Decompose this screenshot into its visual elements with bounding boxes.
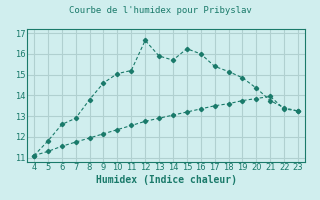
Text: Courbe de l'humidex pour Pribyslav: Courbe de l'humidex pour Pribyslav [68,6,252,15]
X-axis label: Humidex (Indice chaleur): Humidex (Indice chaleur) [95,175,236,185]
